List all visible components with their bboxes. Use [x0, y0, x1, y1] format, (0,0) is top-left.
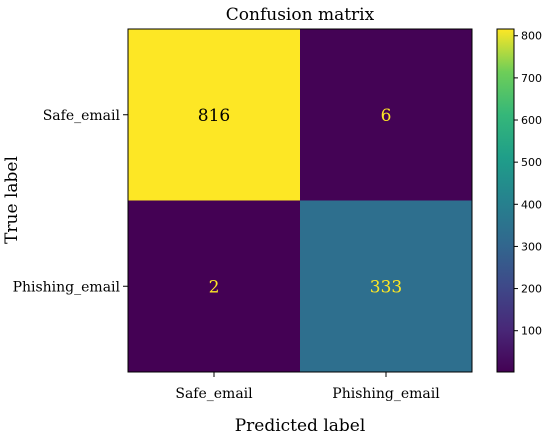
confusion-matrix-cells: [128, 29, 472, 372]
colorbar-gradient: [497, 29, 514, 372]
colorbar-frame: [496, 28, 515, 373]
matrix-cell-r1-c1: [300, 200, 472, 372]
y-axis-label: True label: [2, 156, 22, 244]
matrix-cell-r1-c0: [128, 200, 300, 372]
matrix-value-r1-c1: 333: [370, 277, 402, 297]
x-axis-label: Predicted label: [235, 416, 366, 436]
y-tick-label-0: Safe_email: [43, 108, 121, 124]
colorbar-tick-label-0: 100: [521, 325, 542, 338]
x-tick-label-0: Safe_email: [175, 386, 253, 402]
colorbar-tick-label-6: 700: [521, 72, 542, 85]
matrix-frame: [127, 28, 473, 373]
colorbar-tick-label-3: 400: [521, 198, 542, 211]
colorbar-tick-label-1: 200: [521, 283, 542, 296]
y-axis: Safe_email Phishing_email: [13, 108, 128, 295]
colorbar-tick-label-4: 500: [521, 156, 542, 169]
matrix-value-r0-c0: 816: [198, 106, 230, 126]
matrix-value-r1-c0: 2: [209, 277, 220, 297]
matrix-value-r0-c1: 6: [381, 106, 392, 126]
colorbar-tick-label-7: 800: [521, 30, 542, 43]
matrix-cell-r0-c0: [128, 29, 300, 201]
x-axis: Safe_email Phishing_email: [175, 372, 440, 402]
colorbar-ticks: 100 200 300 400 500 600 700 800: [514, 30, 542, 338]
chart-title: Confusion matrix: [226, 5, 375, 25]
x-tick-label-1: Phishing_email: [332, 386, 440, 402]
colorbar-tick-label-5: 600: [521, 114, 542, 127]
confusion-matrix-value-labels: 816 6 2 333: [198, 106, 402, 298]
colorbar: 100 200 300 400 500 600 700 800: [496, 28, 542, 373]
matrix-cell-r0-c1: [300, 29, 472, 201]
colorbar-tick-label-2: 300: [521, 240, 542, 253]
y-tick-label-1: Phishing_email: [13, 279, 121, 295]
